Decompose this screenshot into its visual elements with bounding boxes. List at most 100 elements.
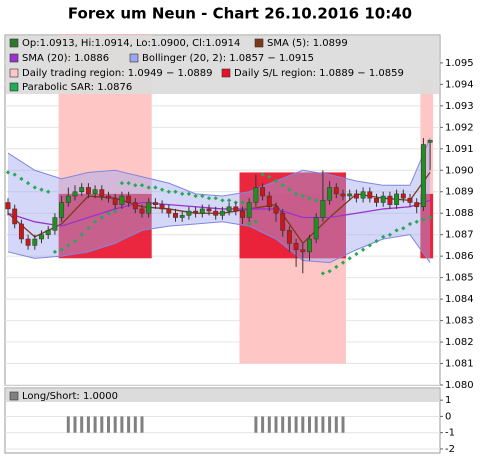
- candle-body: [213, 210, 219, 216]
- candle-body: [427, 139, 433, 143]
- candle-body: [112, 197, 118, 205]
- sar-dot: [32, 185, 37, 190]
- sar-dot: [226, 198, 232, 203]
- sar-dot: [106, 211, 111, 216]
- candle-body: [72, 191, 78, 197]
- candle-body: [407, 197, 413, 203]
- sar-dot: [293, 191, 299, 197]
- y-tick-label: 1.095: [445, 58, 474, 69]
- candle-body: [260, 187, 266, 197]
- legend-swatch: [254, 38, 264, 48]
- legend-swatch: [221, 68, 231, 78]
- position-bar: [274, 416, 278, 433]
- sar-dot: [320, 271, 326, 276]
- legend-label: SMA (5): 1.0899: [267, 38, 348, 49]
- position-bar: [93, 416, 97, 433]
- sar-dot: [173, 189, 178, 194]
- candle-body: [273, 206, 279, 214]
- sar-dot: [401, 226, 406, 231]
- y-tick-label: 1.081: [445, 359, 474, 370]
- position-bar: [287, 416, 291, 433]
- candle-body: [327, 187, 333, 201]
- position-bar: [254, 416, 258, 433]
- sar-dot: [300, 193, 305, 199]
- sar-dot: [86, 226, 91, 231]
- sar-dot: [394, 228, 399, 233]
- sar-dot: [133, 183, 138, 188]
- sar-dot: [146, 185, 151, 190]
- y-tick-label: 1.090: [445, 165, 474, 176]
- sar-dot: [180, 191, 185, 197]
- candle-body: [266, 195, 272, 208]
- sar-dot: [287, 187, 292, 192]
- sar-dot: [59, 247, 64, 252]
- legend-label: Bollinger (20, 2): 1.0857 − 1.0915: [142, 53, 314, 64]
- candle-body: [240, 210, 245, 218]
- sar-dot: [206, 196, 212, 201]
- sar-dot: [427, 215, 433, 220]
- sar-dot: [139, 183, 145, 188]
- sar-dot: [166, 189, 171, 194]
- sar-dot: [193, 193, 198, 199]
- sar-dot: [92, 219, 98, 224]
- candle-body: [246, 202, 252, 218]
- candle-body: [85, 187, 91, 195]
- y-tick-label: 1.085: [445, 273, 474, 284]
- candle-body: [233, 206, 239, 212]
- position-bar: [133, 416, 137, 433]
- sar-dot: [52, 249, 58, 254]
- candle-body: [106, 195, 111, 199]
- y-tick-label: 1.093: [445, 101, 474, 112]
- y-tick-label: -1: [445, 428, 455, 439]
- candle-body: [92, 189, 98, 195]
- candle-body: [166, 208, 172, 214]
- sar-dot: [25, 181, 31, 186]
- position-bar: [308, 416, 311, 433]
- sar-dot: [347, 256, 352, 261]
- sar-dot: [407, 221, 413, 227]
- region: [239, 172, 346, 259]
- sar-dot: [414, 219, 419, 224]
- candle-body: [199, 208, 205, 214]
- sar-dot: [327, 269, 332, 274]
- candle-body: [59, 202, 65, 218]
- y-tick-label: 1.094: [445, 79, 474, 90]
- legend-label: Daily trading region: 1.0949 − 1.0889: [22, 68, 213, 79]
- position-bar: [281, 416, 285, 433]
- sar-dot: [186, 191, 192, 197]
- candle-body: [126, 195, 132, 203]
- y-tick-label: 1.092: [445, 122, 474, 133]
- candle-body: [5, 202, 11, 210]
- candle-body: [132, 202, 138, 210]
- candle-body: [159, 204, 165, 210]
- candle-body: [293, 243, 299, 250]
- sar-dot: [72, 239, 78, 244]
- position-bar: [341, 416, 345, 433]
- candle-body: [340, 193, 346, 197]
- candle-body: [32, 238, 38, 246]
- y-tick-label: 1.091: [445, 144, 474, 155]
- position-bar: [66, 416, 70, 433]
- sar-dot: [247, 221, 252, 227]
- legend-swatch: [9, 391, 19, 401]
- candle-body: [12, 208, 18, 225]
- position-bar: [267, 416, 271, 433]
- candle-body: [347, 193, 353, 197]
- candle-body: [280, 212, 286, 231]
- candle-body: [139, 208, 145, 214]
- sar-dot: [267, 174, 272, 179]
- legend-label: Daily S/L region: 1.0889 − 1.0859: [234, 68, 404, 79]
- sar-dot: [307, 196, 312, 201]
- sar-dot: [5, 170, 11, 175]
- sar-dot: [220, 198, 225, 203]
- sar-dot: [46, 189, 51, 194]
- y-tick-label: 1.086: [445, 251, 474, 262]
- candle-body: [420, 144, 426, 208]
- sar-dot: [99, 215, 104, 220]
- candle-body: [119, 195, 125, 205]
- legend-swatch: [9, 53, 19, 63]
- candle-body: [374, 197, 379, 203]
- sar-dot: [387, 232, 393, 237]
- bollinger-upper: [7, 137, 431, 197]
- sar-dot: [153, 185, 158, 190]
